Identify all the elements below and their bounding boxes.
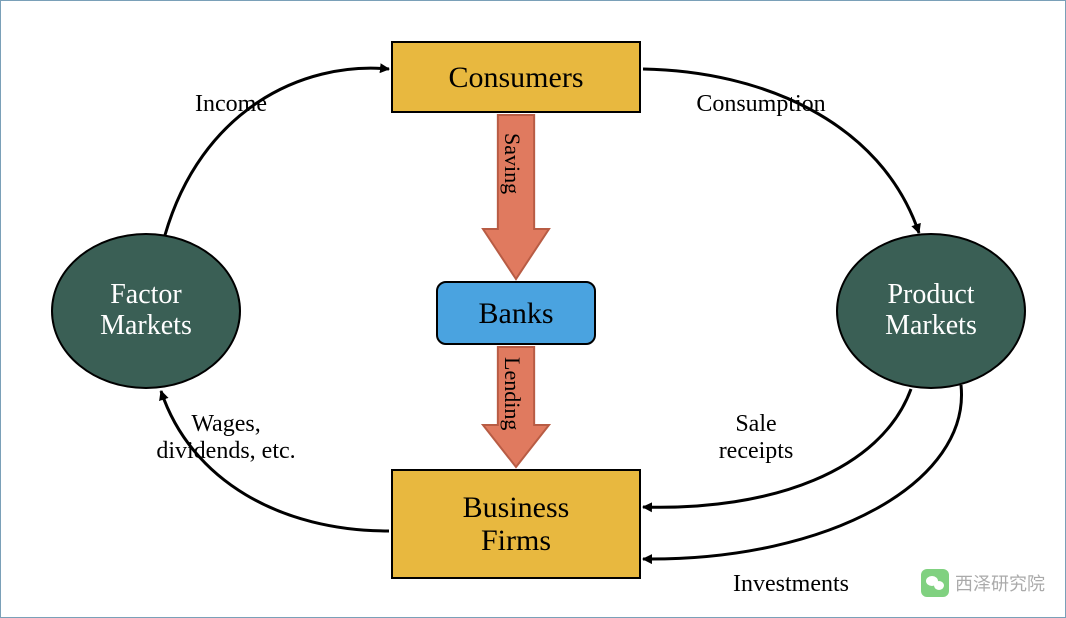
watermark: 西泽研究院 (921, 569, 1045, 597)
node-firms: Business Firms (391, 469, 641, 579)
node-factor: Factor Markets (51, 233, 241, 389)
edge-label-consumption: Consumption (696, 91, 825, 118)
diagram-canvas: 西泽研究院 Consumers Banks Business Firms Factor… (0, 0, 1066, 618)
block-arrow-label-saving: Saving (499, 133, 525, 194)
edge-label-sale-receipts: Sale receipts (719, 411, 794, 465)
edge-label-wages: Wages, dividends, etc. (156, 411, 295, 465)
node-product: Product Markets (836, 233, 1026, 389)
node-banks: Banks (436, 281, 596, 345)
watermark-text: 西泽研究院 (955, 570, 1045, 596)
block-arrow-label-lending: Lending (499, 357, 525, 430)
wechat-icon (921, 569, 949, 597)
edge-label-income: Income (195, 91, 267, 118)
edge-label-investments: Investments (733, 571, 849, 598)
node-consumers: Consumers (391, 41, 641, 113)
